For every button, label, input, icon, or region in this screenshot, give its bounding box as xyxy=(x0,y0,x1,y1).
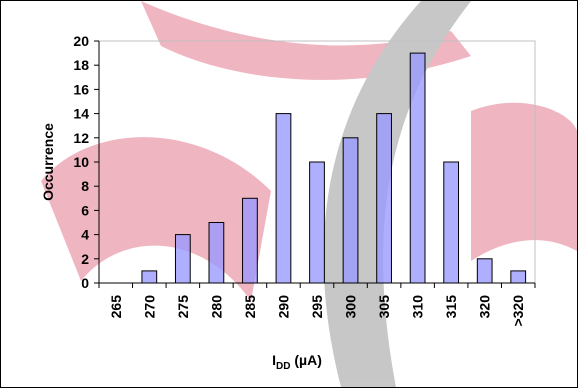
y-axis: 0 2 4 6 8 10 12 14 16 18 20 xyxy=(73,33,100,291)
watermark-red-right xyxy=(471,102,577,261)
x-axis-title-main: I xyxy=(272,352,276,368)
x-tick-label: 305 xyxy=(376,295,392,319)
bar-280 xyxy=(208,222,225,284)
y-tick-label: 10 xyxy=(73,154,89,170)
x-tick-label: 315 xyxy=(443,295,459,319)
x-tick-label: 280 xyxy=(208,295,224,319)
x-axis-title: IDD (µA) xyxy=(272,352,322,372)
bar-310 xyxy=(409,52,426,284)
y-tick-label: 4 xyxy=(81,227,89,243)
bar-285 xyxy=(242,197,258,284)
x-tick-label: 270 xyxy=(141,295,157,319)
x-tick-label: 320 xyxy=(477,295,493,319)
bar-315 xyxy=(443,161,460,284)
watermark-graphic xyxy=(41,1,577,387)
x-tick-label: 300 xyxy=(343,295,359,319)
bar-320 xyxy=(476,258,493,284)
y-tick-label: 0 xyxy=(81,275,89,291)
x-tick-label: >320 xyxy=(510,295,526,327)
y-axis-title: Occurrence xyxy=(40,123,56,201)
y-tick-label: 16 xyxy=(73,81,89,97)
x-tick-label: 290 xyxy=(275,295,291,319)
bar-300 xyxy=(342,137,359,284)
y-tick-label: 20 xyxy=(73,33,89,49)
y-tick-label: 2 xyxy=(81,251,89,267)
bar-290 xyxy=(275,113,292,284)
bar-305 xyxy=(376,113,392,284)
y-tick-label: 12 xyxy=(73,130,89,146)
bar-gt320 xyxy=(510,270,527,284)
watermark-gray-swoosh xyxy=(323,1,471,387)
y-tick-label: 18 xyxy=(73,57,89,73)
y-tick-label: 14 xyxy=(73,106,89,122)
bar-275 xyxy=(174,234,191,284)
bar-270 xyxy=(141,270,158,284)
y-tick-label: 8 xyxy=(81,178,89,194)
x-tick-label: 285 xyxy=(242,295,258,319)
x-axis: 265 270 275 280 285 290 295 300 305 310 315 320 >320 xyxy=(98,282,536,327)
x-axis-title-subscript: DD xyxy=(276,361,290,372)
x-axis-title-unit: (µA) xyxy=(290,352,321,368)
bar-295 xyxy=(309,161,325,284)
y-tick-label: 6 xyxy=(81,202,89,218)
x-tick-label: 275 xyxy=(175,295,191,319)
bars-group xyxy=(141,52,527,284)
x-tick-label: 265 xyxy=(108,295,124,319)
x-tick-label: 295 xyxy=(309,295,325,319)
x-tick-label: 310 xyxy=(410,295,426,319)
